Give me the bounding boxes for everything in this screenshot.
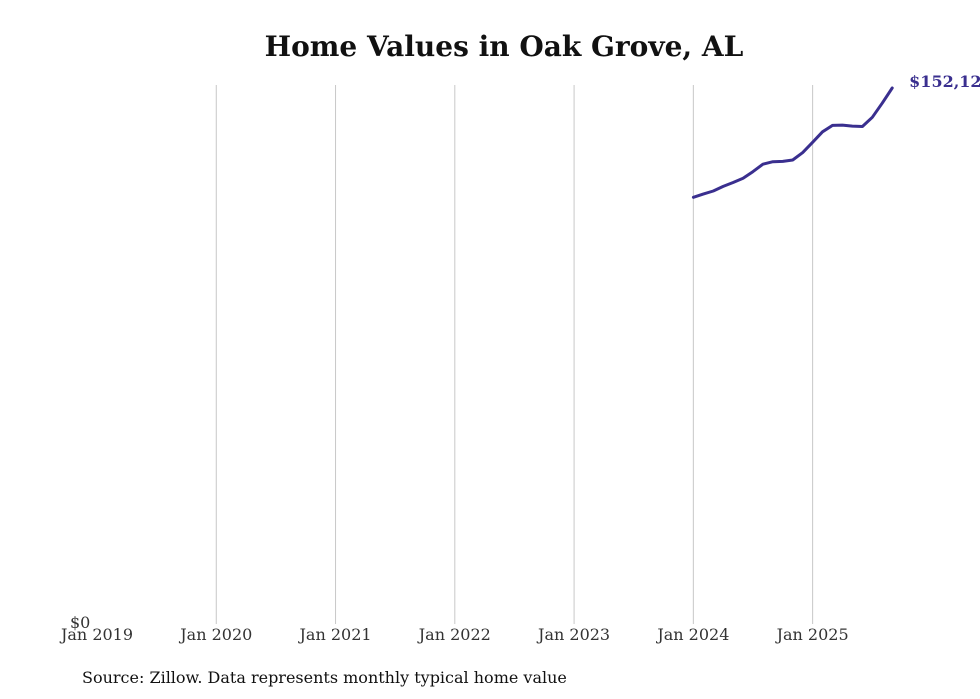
x-tick-label: Jan 2024 [655, 625, 729, 644]
x-tick-label: Jan 2022 [417, 625, 491, 644]
series-group [691, 86, 894, 199]
x-axis-ticks: Jan 2019 Jan 2020 Jan 2021 Jan 2022 Jan 2023… [59, 625, 849, 644]
x-tick-label: Jan 2021 [298, 625, 372, 644]
y-tick-label-zero: $0 [70, 613, 90, 632]
source-note: Source: Zillow. Data represents monthly … [82, 668, 567, 687]
x-tick-label: Jan 2023 [536, 625, 610, 644]
x-tick-label: Jan 2019 [59, 625, 133, 644]
end-value-label: $152,122 [909, 72, 980, 91]
chart-title: Home Values in Oak Grove, AL [264, 30, 744, 63]
series-line [691, 86, 894, 199]
x-tick-label: Jan 2025 [775, 625, 849, 644]
x-tick-label: Jan 2020 [178, 625, 252, 644]
gridlines [215, 85, 814, 624]
